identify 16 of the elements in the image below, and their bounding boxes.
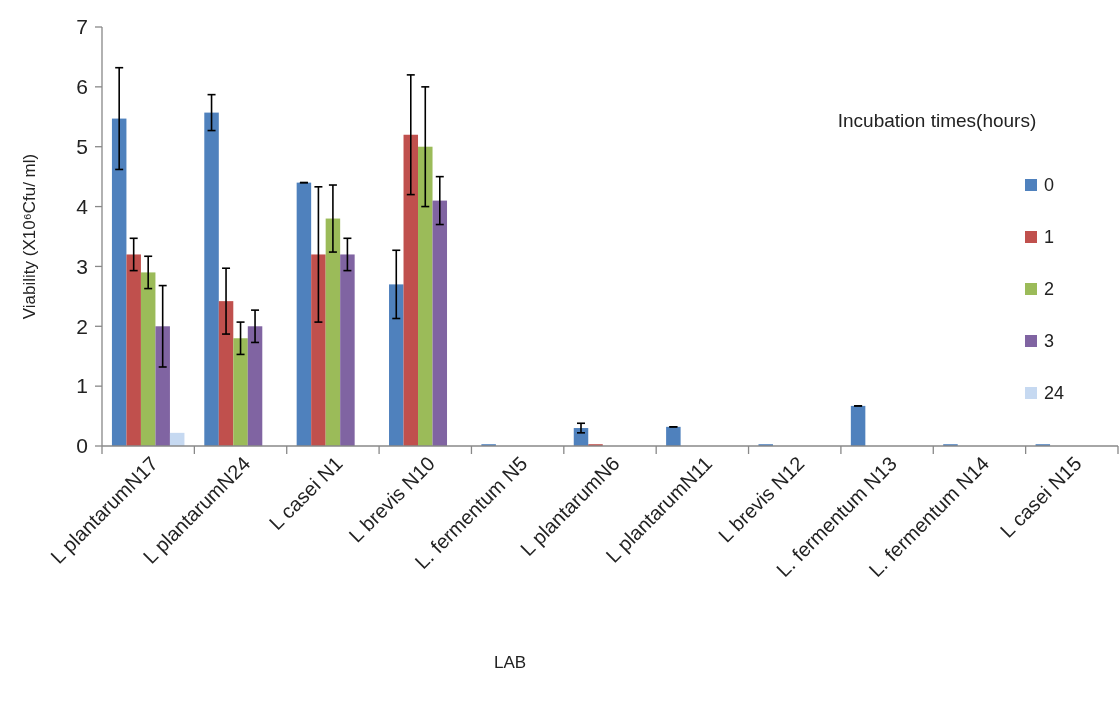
y-tick-label: 6 <box>76 75 88 99</box>
y-tick-label: 3 <box>76 254 88 278</box>
legend-title: Incubation times(hours) <box>837 109 1037 131</box>
y-tick-label: 7 <box>76 15 88 39</box>
legend-label: 24 <box>1044 383 1065 404</box>
legend-label: 0 <box>1044 175 1055 196</box>
y-tick-label: 0 <box>76 434 88 458</box>
y-tick-label: 4 <box>76 194 89 218</box>
x-axis-title: LAB <box>493 653 527 672</box>
legend-label: 3 <box>1044 331 1055 352</box>
legend-label: 2 <box>1044 279 1055 300</box>
y-tick-label: 5 <box>76 135 88 159</box>
y-tick-label: 2 <box>76 314 88 338</box>
y-tick-label: 1 <box>76 374 88 398</box>
legend-label: 1 <box>1044 227 1055 248</box>
y-axis-title: Viability (X10⁶Cfu/ ml) <box>19 153 39 320</box>
